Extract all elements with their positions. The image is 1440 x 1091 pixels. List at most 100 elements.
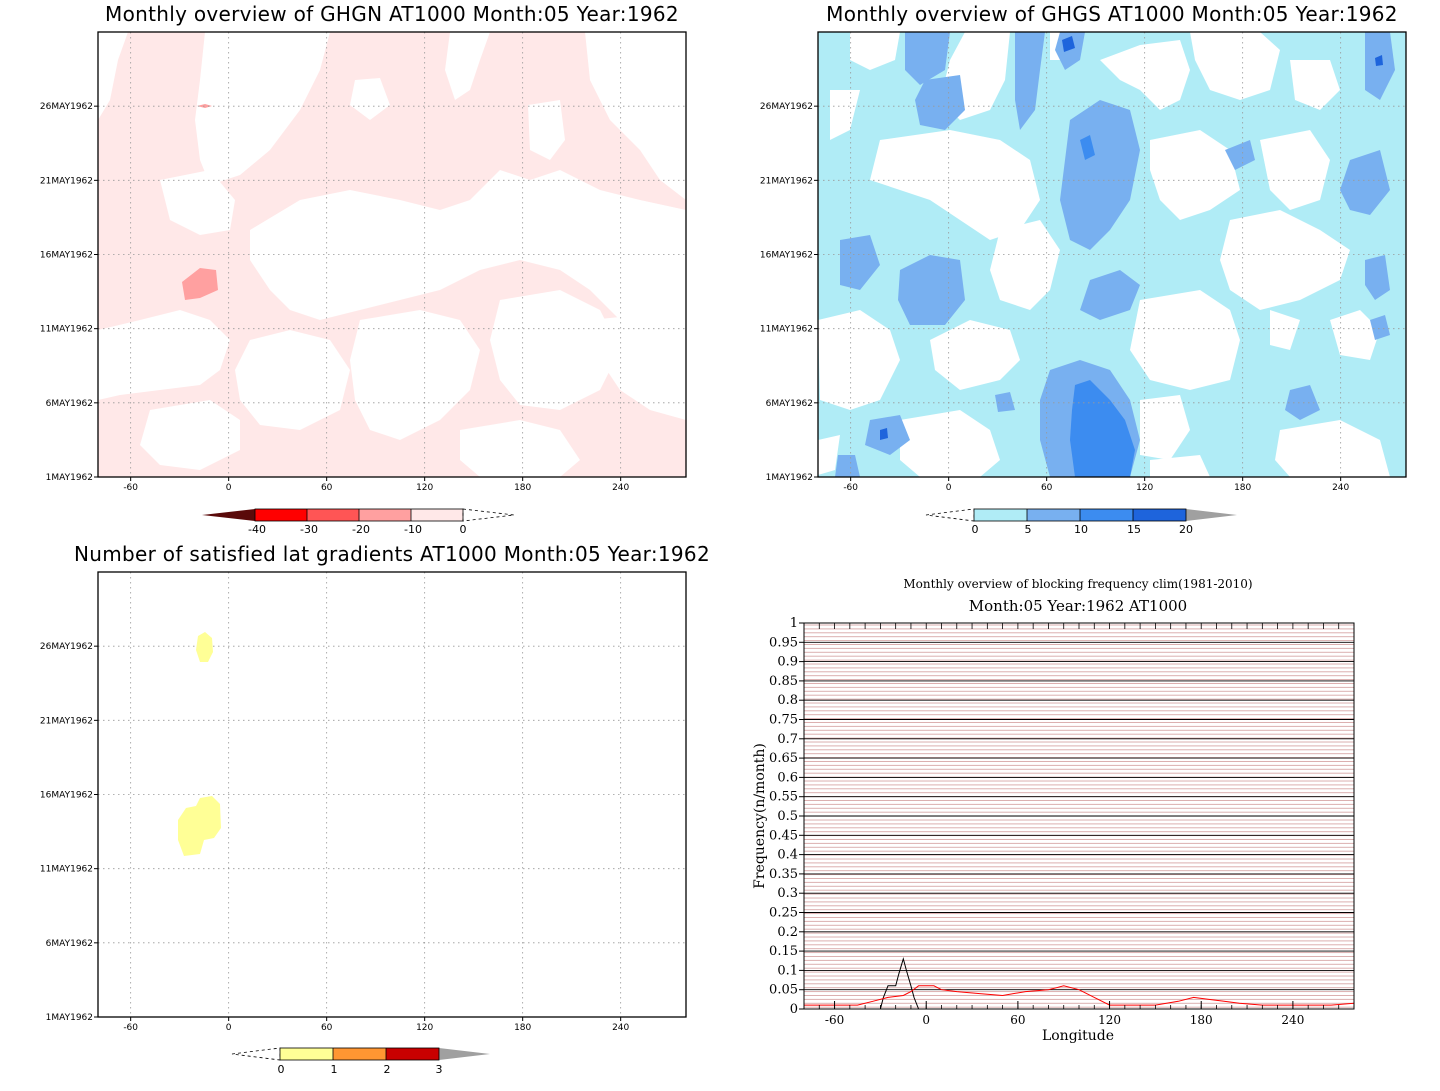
gradients-x-axis: -60 0 60 120 180 240 — [123, 1017, 630, 1033]
frequency-y-tick: 0.1 — [777, 963, 798, 978]
frequency-series-line — [804, 956, 1354, 1010]
frequency-y-tick: 0.75 — [769, 713, 798, 728]
ghgs-y-tick: 26MAY1962 — [760, 102, 813, 112]
gradients-x-tick: 60 — [321, 1023, 333, 1033]
gradients-x-tick: 240 — [612, 1023, 629, 1033]
frequency-x-tick: 240 — [1281, 1013, 1304, 1027]
frequency-subtitle: Month:05 Year:1962 AT1000 — [969, 597, 1187, 615]
frequency-top-minor-ticks — [818, 623, 1340, 1009]
ghgs-gridlines — [818, 32, 1406, 477]
gradients-gridlines — [98, 572, 686, 1017]
ghgs-y-tick: 11MAY1962 — [760, 325, 813, 335]
gradients-x-tick: 120 — [416, 1023, 433, 1033]
gradients-y-tick: 6MAY1962 — [46, 939, 93, 949]
frequency-y-tick: 0.5 — [777, 809, 798, 824]
frequency-y-tick: 0.15 — [769, 944, 798, 959]
frequency-y-tick: 0.95 — [769, 635, 798, 650]
ghgn-y-tick: 21MAY1962 — [40, 176, 93, 186]
gradients-y-tick: 11MAY1962 — [40, 865, 93, 875]
frequency-x-tick: 0 — [922, 1013, 930, 1027]
frequency-gridlines — [804, 641, 1354, 991]
gradients-blob — [178, 796, 221, 856]
frequency-y-tick: 0.05 — [769, 983, 798, 998]
gradients-colorbar-lowarrow — [231, 1047, 281, 1061]
ghgn-x-tick: 240 — [612, 483, 629, 493]
frequency-y-tick: 0.2 — [777, 925, 798, 940]
ghgs-colorbar-higharrow — [1186, 509, 1237, 521]
gradients-colorbar-tick: 3 — [436, 1063, 443, 1076]
frequency-x-tick: 120 — [1098, 1013, 1121, 1027]
ghgs-zero-regions — [818, 32, 1390, 477]
ghgn-colorbar-tick: -10 — [404, 523, 422, 536]
ghgn-colorbar-tick: 0 — [460, 523, 467, 536]
frequency-y-tick: 0.55 — [769, 790, 798, 805]
frequency-x-tick: -60 — [825, 1013, 844, 1027]
ghgs-x-axis: -60 0 60 120 180 240 — [843, 477, 1350, 493]
ghgn-colorbar-seg — [411, 509, 463, 521]
frequency-title: Monthly overview of blocking frequency c… — [903, 577, 1252, 591]
frequency-xlabel: Longitude — [1042, 1028, 1114, 1044]
gradients-field — [178, 632, 221, 856]
ghgs-colorbar-tick: 15 — [1127, 523, 1141, 536]
ghgs-x-tick: 120 — [1136, 483, 1153, 493]
frequency-y-tick: 0.6 — [777, 770, 798, 785]
ghgn-x-tick: 0 — [226, 483, 232, 493]
frequency-y-tick: 0.65 — [769, 751, 798, 766]
frequency-series — [804, 956, 1355, 1010]
frequency-y-tick: 0.7 — [777, 732, 798, 747]
gradients-colorbar-tick: 1 — [331, 1063, 338, 1076]
ghgs-x-tick: 60 — [1041, 483, 1053, 493]
gradients-y-tick: 1MAY1962 — [46, 1013, 93, 1023]
frequency-y-tick: 0.25 — [769, 906, 798, 921]
frequency-x-axis: -60 0 60 120 180 240 — [825, 1001, 1304, 1027]
frequency-x-tick: 60 — [1010, 1013, 1025, 1027]
ghgs-y-axis: 1MAY1962 6MAY1962 11MAY1962 16MAY1962 21MAY1… — [760, 102, 818, 483]
ghgs-colorbar-lowarrow — [925, 508, 975, 522]
frequency-y-tick: 0 — [790, 1002, 798, 1017]
ghgn-y-tick: 26MAY1962 — [40, 102, 93, 112]
frequency-y-tick: 0.45 — [769, 828, 798, 843]
ghgs-x-tick: 240 — [1332, 483, 1349, 493]
ghgn-x-tick: 180 — [514, 483, 531, 493]
ghgs-x-tick: -60 — [843, 483, 858, 493]
ghgs-y-tick: 6MAY1962 — [766, 399, 813, 409]
ghgs-y-tick: 1MAY1962 — [766, 473, 813, 483]
frequency-series-line — [804, 985, 1355, 1006]
ghgn-x-tick: 120 — [416, 483, 433, 493]
frequency-y-tick: 0.3 — [777, 886, 798, 901]
ghgn-x-tick: -60 — [123, 483, 138, 493]
ghgs-colorbar-tick: 10 — [1074, 523, 1088, 536]
ghgs-colorbar-seg — [974, 509, 1027, 521]
ghgn-panel: Monthly overview of GHGN AT1000 Month:05… — [40, 2, 687, 536]
gradients-x-tick: -60 — [123, 1023, 138, 1033]
gradients-y-tick: 16MAY1962 — [40, 791, 93, 801]
ghgs-colorbar-seg — [1027, 509, 1080, 521]
gradients-y-axis: 1MAY1962 6MAY1962 11MAY1962 16MAY1962 21MAY1… — [40, 642, 98, 1023]
ghgs-field — [818, 32, 1406, 477]
ghgs-colorbar-tick: 20 — [1179, 523, 1193, 536]
gradients-x-tick: 0 — [226, 1023, 232, 1033]
ghgn-colorbar-seg — [359, 509, 411, 521]
ghgs-colorbar-tick: 0 — [972, 523, 979, 536]
ghgn-title: Monthly overview of GHGN AT1000 Month:05… — [105, 2, 679, 26]
frequency-y-tick: 0.8 — [777, 693, 798, 708]
gradients-panel: Number of satisfied lat gradients AT1000… — [40, 542, 710, 1076]
gradients-colorbar-seg — [280, 1048, 333, 1060]
ghgn-y-axis: 1MAY1962 6MAY1962 11MAY1962 16MAY1962 21MAY1… — [40, 102, 98, 483]
ghgs-colorbar-seg — [1133, 509, 1186, 521]
ghgs-level-10 — [1070, 135, 1135, 477]
ghgn-colorbar: -40 -30 -20 -10 0 — [202, 508, 515, 536]
frequency-y-tick: 1 — [790, 616, 798, 631]
ghgn-x-axis: -60 0 60 120 180 240 — [123, 477, 630, 493]
gradients-y-tick: 26MAY1962 — [40, 642, 93, 652]
ghgs-panel: Monthly overview of GHGS AT1000 Month:05… — [760, 2, 1407, 536]
ghgs-colorbar: 0 5 10 15 20 — [925, 508, 1237, 536]
ghgn-y-tick: 6MAY1962 — [46, 399, 93, 409]
gradients-colorbar: 0 1 2 3 — [231, 1047, 490, 1076]
ghgs-colorbar-seg — [1080, 509, 1133, 521]
ghgs-colorbar-tick: 5 — [1025, 523, 1032, 536]
frequency-y-tick: 0.85 — [769, 674, 798, 689]
ghgn-colorbar-tick: -20 — [352, 523, 370, 536]
frequency-ylabel: Frequency(n/month) — [752, 743, 768, 889]
ghgn-colorbar-seg — [255, 509, 307, 521]
